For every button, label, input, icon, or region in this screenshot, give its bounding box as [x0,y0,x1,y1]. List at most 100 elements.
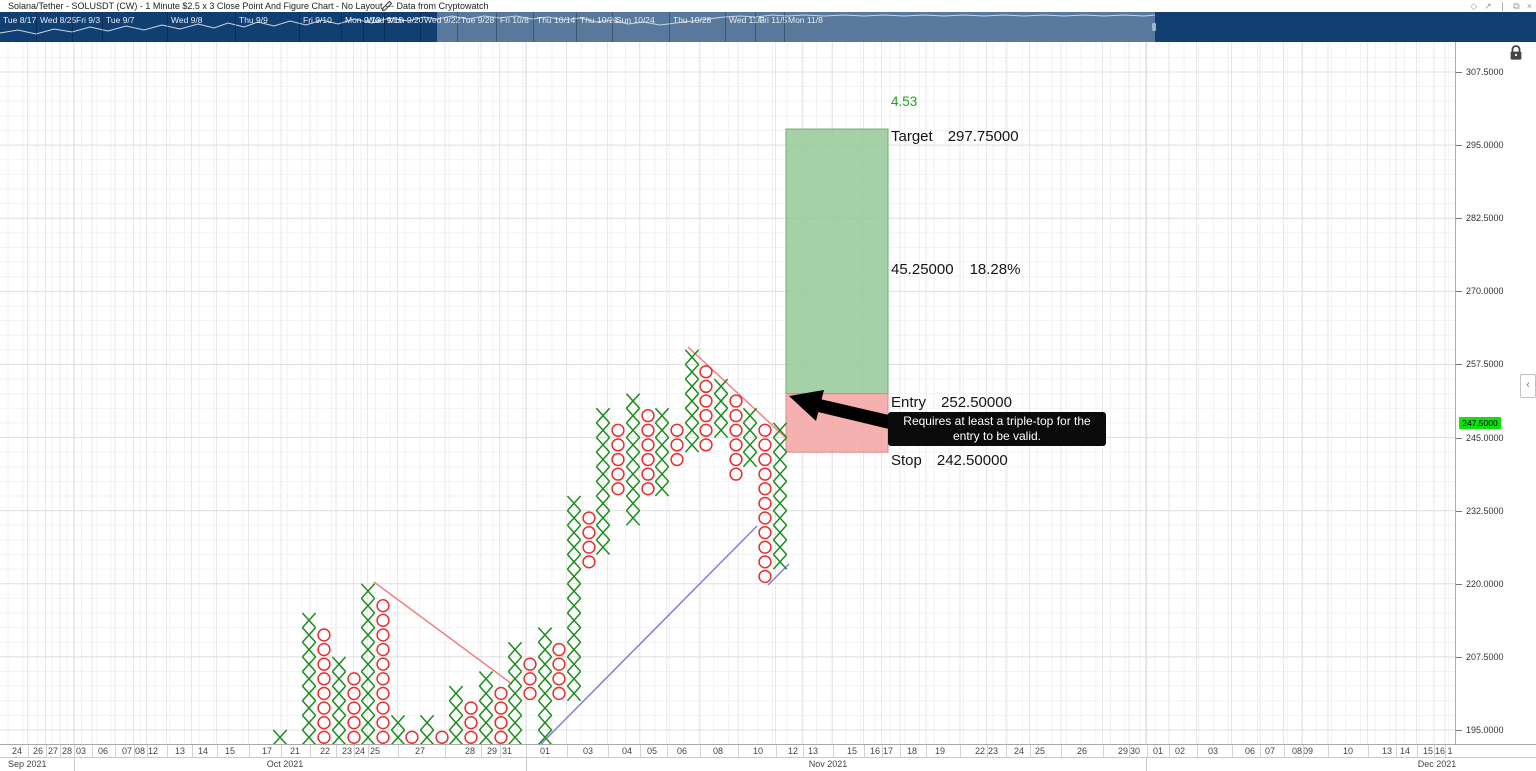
date-separator [45,745,47,758]
pnf-column-X [507,641,523,744]
timeline-selection-handle[interactable] [1152,23,1156,31]
date-separator [60,745,61,758]
close-icon[interactable]: × [1526,1,1532,11]
pnf-glyphs [272,349,788,744]
date-separator [1146,745,1148,758]
x-axis-date-label: 29 [1117,746,1129,756]
range-percent: 18.28% [969,261,1021,278]
date-separator [775,745,777,758]
price-axis-label: 270.0000 [1466,286,1504,297]
timeline-separator [102,12,103,42]
x-axis-date-label: 10 [1342,746,1354,756]
pnf-column-X [537,627,553,744]
date-separator [1367,745,1369,758]
pnf-column-X [478,671,494,744]
restore-icon[interactable]: ⧉ [1513,1,1520,11]
date-separator [1434,745,1435,758]
x-axis-date-label: 01 [539,746,551,756]
price-tick [1456,71,1462,73]
date-separator [1029,745,1031,758]
date-separator [92,745,93,758]
trendlines [373,346,790,744]
target-value: 297.75000 [947,128,1019,145]
x-axis-date-label: 05 [646,746,658,756]
pencil-icon [381,0,393,12]
validation-tooltip: Requires at least a triple-top for the e… [888,412,1106,446]
x-axis-date-label: 01 [1152,746,1164,756]
timeline-separator [496,12,497,42]
x-axis-date-label: 13 [1381,746,1393,756]
price-axis-label: 282.5000 [1466,213,1504,224]
window-title: Solana/Tether - SOLUSDT (CW) - 1 Minute … [8,1,489,11]
date-separator [1006,745,1007,758]
x-axis-date-label: 09 [1302,746,1314,756]
price-axis-label: 245.0000 [1466,432,1504,443]
pin-icon[interactable]: ↗ [1484,1,1492,11]
x-axis-month-label: Oct 2021 [266,759,304,769]
date-separator [1169,745,1170,758]
divider-icon[interactable]: ❘ [1498,1,1507,11]
window-controls: ◇ ↗ ❘ ⧉ × [1463,0,1532,12]
timeline-date-label: Thu 9/9 [239,15,268,25]
pnf-column-O [494,686,508,744]
x-axis-month-label: Sep 2021 [8,759,47,769]
x-axis-date-label: 16 [1434,746,1446,756]
x-axis-date-label: 21 [289,746,301,756]
pnf-column-X [448,685,464,744]
date-separator [700,745,701,758]
timeline-selection[interactable] [437,12,1155,42]
date-separator [926,745,927,758]
date-separator [499,745,501,758]
pnf-chart-canvas[interactable] [0,42,1455,744]
x-axis-date-label: 17 [882,746,894,756]
date-separator [863,745,865,758]
trendline [687,346,786,438]
date-separator [74,745,75,758]
date-separator [166,745,168,758]
date-separator [397,745,399,758]
pnf-column-O [376,599,390,744]
date-separator [1445,745,1446,758]
pnf-column-X [772,422,788,570]
pnf-column-O [611,423,625,496]
date-separator [881,745,883,758]
x-axis-date-label: 22 [974,746,986,756]
pnf-column-X [654,407,670,497]
date-axis[interactable]: 24 26 27 28 03 06 07 08 12 13 14 15 17 21 22 23 24 25 27 28… [0,744,1536,758]
timeline-separator [363,12,364,42]
pnf-column-X [419,714,435,744]
pnf-column-X [742,407,758,468]
target-annotation: Target 297.75000 [891,128,1019,145]
date-separator [367,745,369,758]
timeline-separator [533,12,534,42]
date-separator [1260,745,1261,758]
target-label: Target [891,128,933,145]
price-tick [1456,437,1462,439]
pnf-column-O [582,511,596,569]
edit-pencil-icon[interactable] [381,0,393,14]
collapse-panel-button[interactable]: ‹ [1520,374,1536,398]
entry-label: Entry [891,394,927,411]
date-separator [1196,745,1198,758]
date-separator [1328,745,1329,758]
timeline-navigator[interactable]: Tue 8/17 Wed 8/25 Fri 9/3 Tue 9/7 Wed 9/8 Thu… [0,12,1536,42]
timeline-date-label: Wed 9/15 [367,15,404,25]
timeline-separator [725,12,726,42]
lock-button[interactable] [1507,44,1529,64]
timeline-date-label: Tue 9/7 [106,15,135,25]
price-tick [1456,730,1462,731]
x-axis-date-label: 10 [752,746,764,756]
price-tick [1456,364,1462,366]
risk-reward-ratio: 4.53 [891,94,918,109]
x-axis-date-label: 28 [464,746,476,756]
x-axis-date-label: 03 [75,746,87,756]
pnf-column-X [625,393,641,526]
trendline [540,525,758,744]
diamond-icon[interactable]: ◇ [1470,1,1478,11]
date-separator [216,745,218,758]
x-axis-date-label: 26 [32,746,44,756]
date-separator [1102,745,1104,758]
month-separator [74,758,75,771]
x-axis-date-label: 25 [369,746,381,756]
x-axis-date-label: 17 [261,746,273,756]
